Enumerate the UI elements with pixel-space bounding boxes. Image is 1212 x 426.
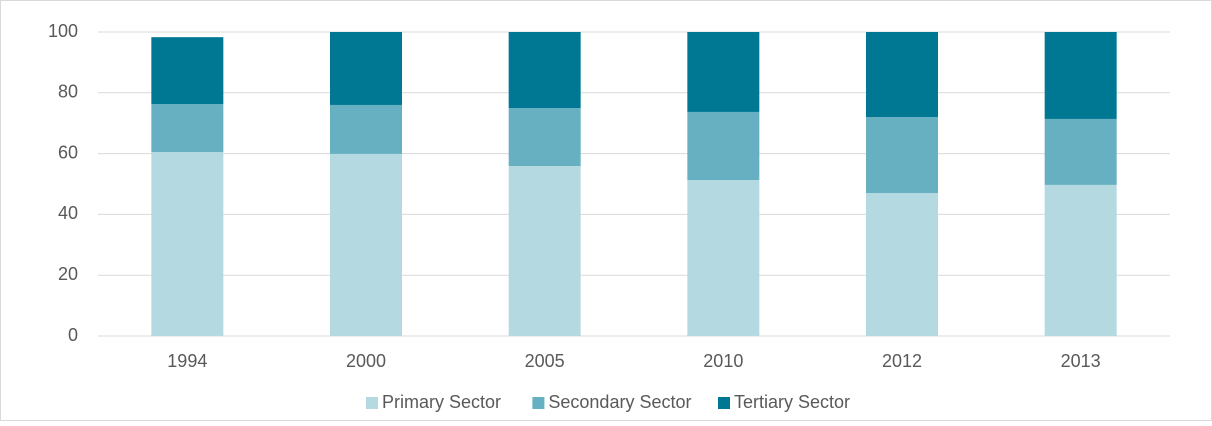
y-tick-label: 20 xyxy=(58,264,78,284)
bar-segment xyxy=(1044,32,1117,119)
bar-segment xyxy=(330,32,402,105)
x-tick-label: 2013 xyxy=(1061,351,1101,371)
legend-swatch xyxy=(366,397,378,409)
bar-segment xyxy=(687,111,760,181)
bar-segment xyxy=(508,166,581,336)
legend-label: Secondary Sector xyxy=(548,392,691,412)
y-tick-label: 40 xyxy=(58,203,78,223)
bar-segment xyxy=(330,104,402,154)
bar-segment xyxy=(866,193,938,336)
y-tick-label: 80 xyxy=(58,82,78,102)
bar-segment xyxy=(330,153,402,336)
x-tick-label: 1994 xyxy=(167,351,207,371)
y-tick-label: 100 xyxy=(48,21,78,41)
bar-segment xyxy=(151,104,224,153)
y-tick-label: 60 xyxy=(58,142,78,162)
bar-segment xyxy=(1044,118,1117,185)
bar-segment xyxy=(1044,184,1117,336)
bar-segment xyxy=(866,117,938,194)
legend-swatch xyxy=(718,397,730,409)
bar-segment xyxy=(866,32,938,118)
x-tick-label: 2000 xyxy=(346,351,386,371)
legend-label: Tertiary Sector xyxy=(734,392,850,412)
bar-segment xyxy=(687,32,760,112)
bar-segment xyxy=(508,108,581,167)
legend-swatch xyxy=(532,397,545,409)
bar-segment xyxy=(687,180,760,336)
y-tick-label: 0 xyxy=(68,325,78,345)
legend-label: Primary Sector xyxy=(382,392,501,412)
x-tick-label: 2010 xyxy=(703,351,743,371)
x-tick-label: 2005 xyxy=(525,351,565,371)
bar-segment xyxy=(151,152,224,336)
x-tick-label: 2012 xyxy=(882,351,922,371)
bar-segment xyxy=(508,32,581,108)
bar-segment xyxy=(151,37,224,105)
